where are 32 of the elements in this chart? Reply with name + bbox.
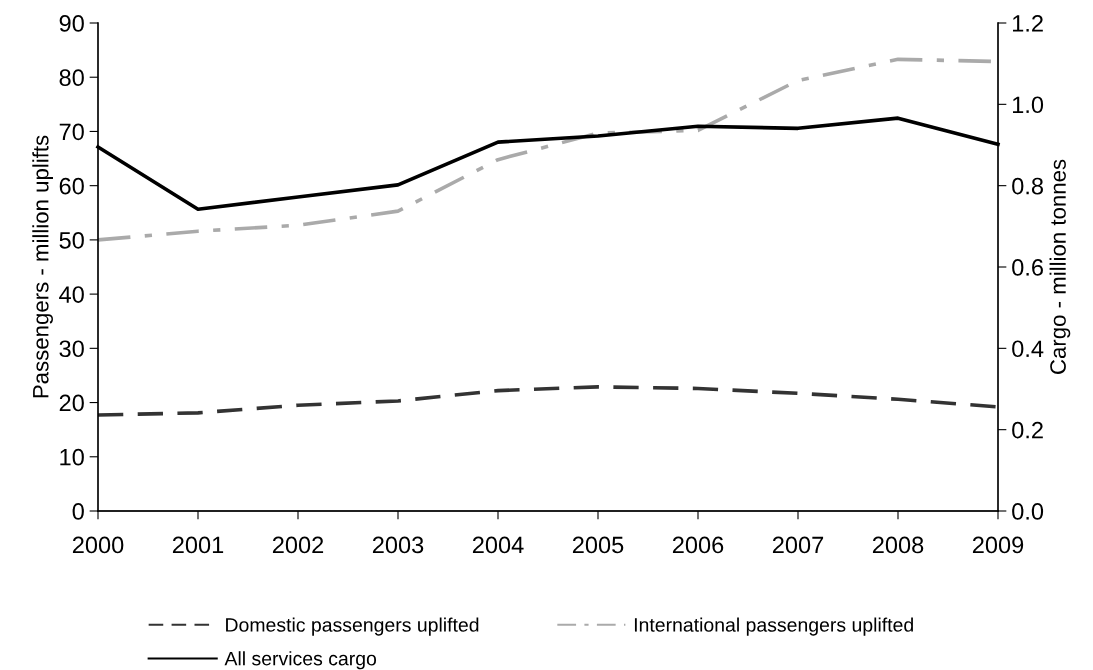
y2-axis-title: Cargo - million tonnes (1049, 159, 1071, 374)
x-tick-label: 2001 (172, 536, 224, 554)
x-tick-label: 2007 (772, 536, 824, 554)
y-tick-label: 40 (59, 286, 84, 303)
y-tick-label: 80 (59, 69, 84, 87)
legend-label: International passengers uplifted (634, 617, 913, 636)
y-tick-label: 30 (59, 340, 84, 358)
y-tick-label: 90 (59, 15, 84, 32)
y2-tick-label: 0.8 (1012, 177, 1043, 195)
x-tick-label: 2008 (872, 536, 924, 554)
x-tick-label: 2003 (372, 536, 424, 554)
y-tick-label: 50 (59, 231, 84, 249)
x-tick-label: 2009 (972, 536, 1024, 554)
y-tick-label: 70 (59, 123, 84, 141)
x-tick-label: 2005 (572, 536, 624, 554)
y2-tick-label: 0.4 (1012, 340, 1044, 358)
y2-tick-label: 0.2 (1012, 421, 1043, 439)
y-axis-title: Passengers - million uplifts (32, 135, 53, 398)
y-tick-label: 20 (59, 394, 84, 412)
y2-tick-label: 0.0 (1012, 503, 1044, 520)
y2-tick-label: 1.0 (1012, 96, 1044, 114)
y-tick-label: 60 (59, 177, 84, 195)
y-tick-label: 0 (72, 503, 84, 520)
legend-label: Domestic passengers uplifted (226, 617, 479, 636)
y-tick-label: 10 (60, 448, 84, 466)
y2-tick-label: 1.2 (1012, 15, 1043, 32)
x-tick-label: 2006 (672, 536, 724, 554)
x-tick-label: 2002 (272, 536, 324, 554)
legend-label: All services cargo (224, 651, 377, 670)
y2-tick-label: 0.6 (1012, 259, 1043, 276)
x-tick-label: 2000 (72, 536, 124, 554)
x-tick-label: 2004 (472, 536, 524, 554)
